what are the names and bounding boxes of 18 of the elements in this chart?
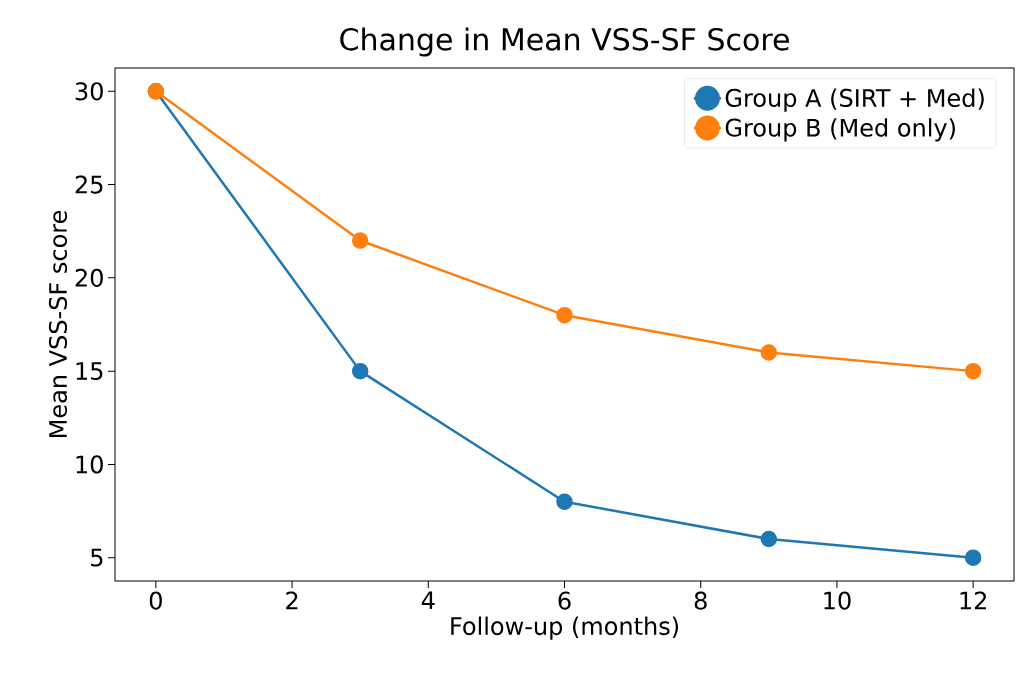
y-tick-label: 15 bbox=[76, 362, 103, 381]
x-tick-label: 2 bbox=[286, 591, 298, 610]
x-tick-label: 0 bbox=[149, 591, 162, 610]
x-tick-label: 8 bbox=[694, 591, 707, 610]
y-tick-label: 30 bbox=[75, 82, 103, 101]
y-tick-label: 20 bbox=[75, 268, 103, 287]
y-tick-label: 5 bbox=[91, 548, 103, 567]
x-axis-title: Follow-up (months) bbox=[451, 616, 679, 640]
y-tick-label: 10 bbox=[76, 455, 103, 474]
x-tick-label: 6 bbox=[558, 591, 571, 610]
legend-label: Group B (Med only) bbox=[725, 118, 955, 142]
chart-title: Change in Mean VSS-SF Score bbox=[340, 27, 789, 57]
x-tick-label: 10 bbox=[824, 591, 851, 610]
y-tick-label: 25 bbox=[75, 175, 103, 194]
x-tick-label: 12 bbox=[960, 591, 986, 610]
y-axis-title: Mean VSS-SF score bbox=[48, 210, 68, 437]
x-tick-label: 4 bbox=[421, 591, 435, 610]
legend-label: Group A (SIRT + Med) bbox=[725, 88, 984, 112]
